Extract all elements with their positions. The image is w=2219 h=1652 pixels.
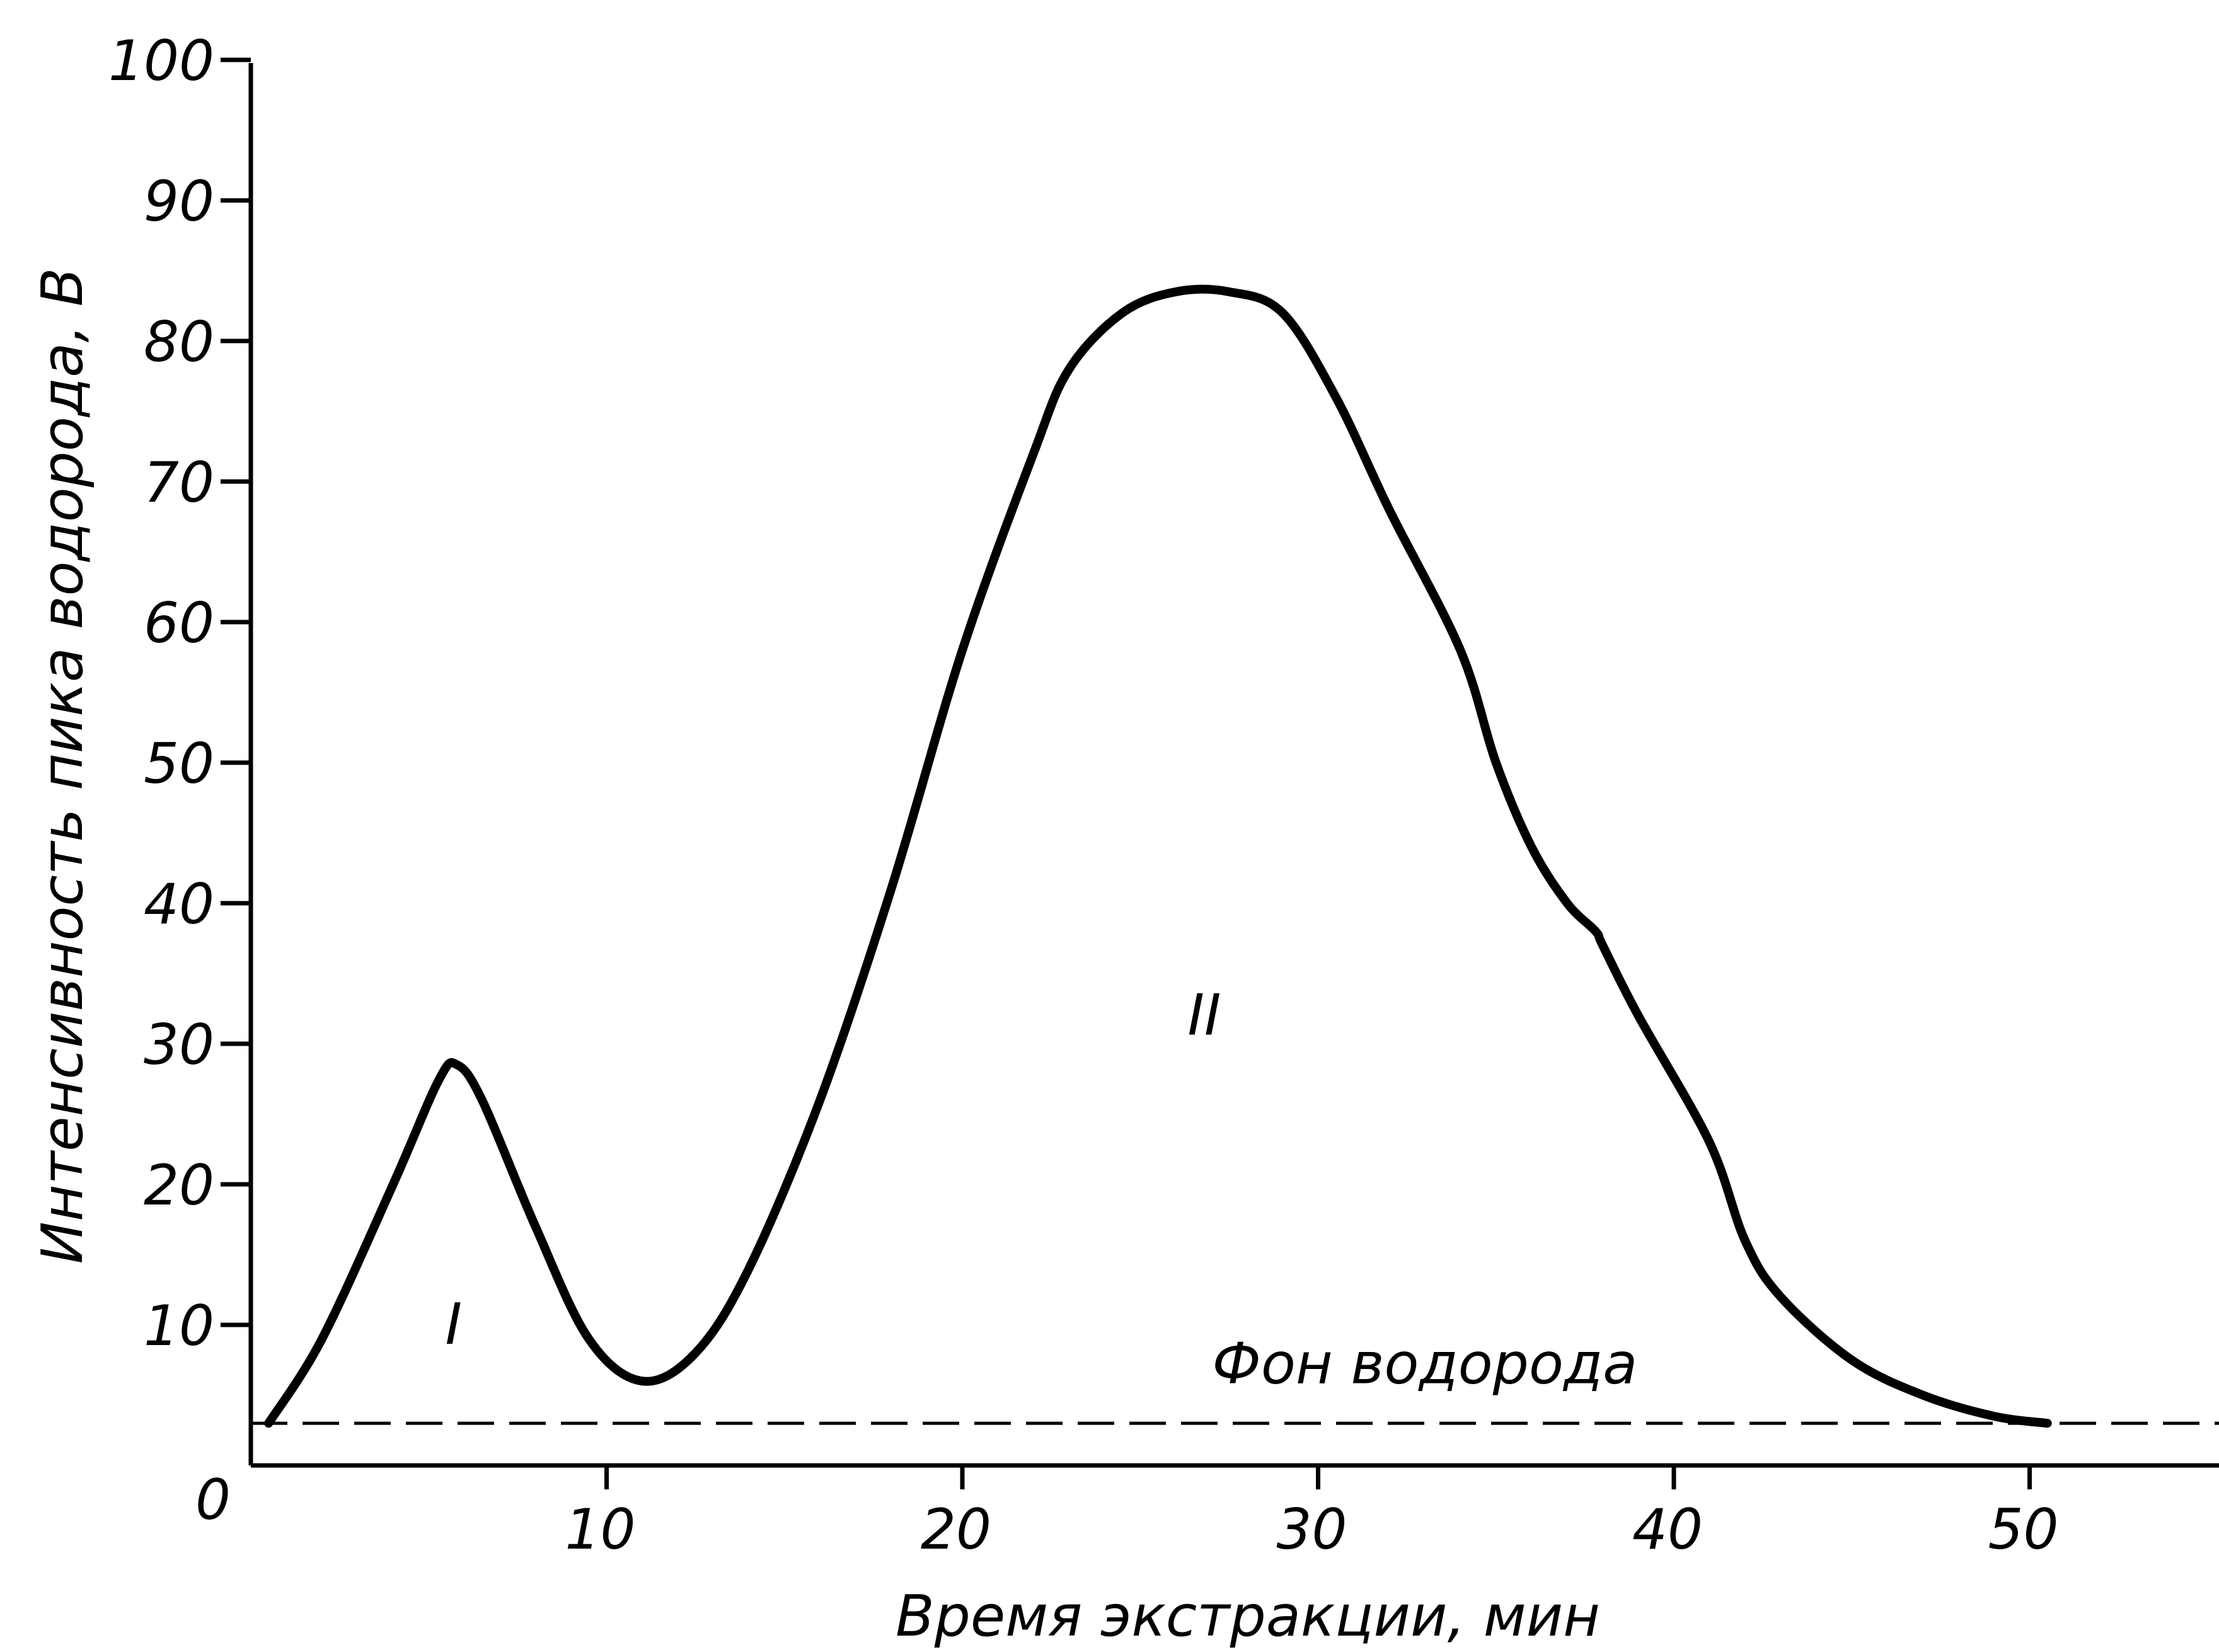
peak-label-2: II <box>1187 982 1221 1048</box>
origin-label: 0 <box>195 1467 231 1532</box>
x-tick-label: 20 <box>921 1497 991 1562</box>
y-axis-label: Интенсивность пика водорода, В <box>30 268 96 1264</box>
x-tick-label: 40 <box>1632 1497 1703 1562</box>
y-tick-label: 70 <box>144 450 214 515</box>
y-tick-label: 90 <box>144 169 214 234</box>
x-tick-label: 10 <box>565 1497 636 1562</box>
x-tick-label: 30 <box>1277 1497 1347 1562</box>
background-label: Фон водорода <box>1212 1331 1637 1397</box>
y-tick-label: 80 <box>144 309 214 374</box>
x-tick-label: 50 <box>1988 1497 2059 1562</box>
y-tick-label: 40 <box>144 872 214 937</box>
y-tick-label: 50 <box>144 731 214 796</box>
y-tick-label: 10 <box>144 1293 214 1358</box>
y-tick-label: 30 <box>144 1012 214 1077</box>
y-tick-label: 60 <box>144 591 214 656</box>
series-line <box>264 284 2052 1428</box>
x-axis-label: Время экстракции, мин <box>896 1583 1600 1649</box>
y-tick-label: 20 <box>144 1153 214 1218</box>
peak-label-1: I <box>445 1291 462 1358</box>
y-ticks: 10 20 30 40 50 60 70 80 90 100 <box>108 28 251 1358</box>
y-tick-label: 100 <box>108 28 214 93</box>
x-ticks: 10 20 30 40 50 <box>565 1465 2059 1562</box>
